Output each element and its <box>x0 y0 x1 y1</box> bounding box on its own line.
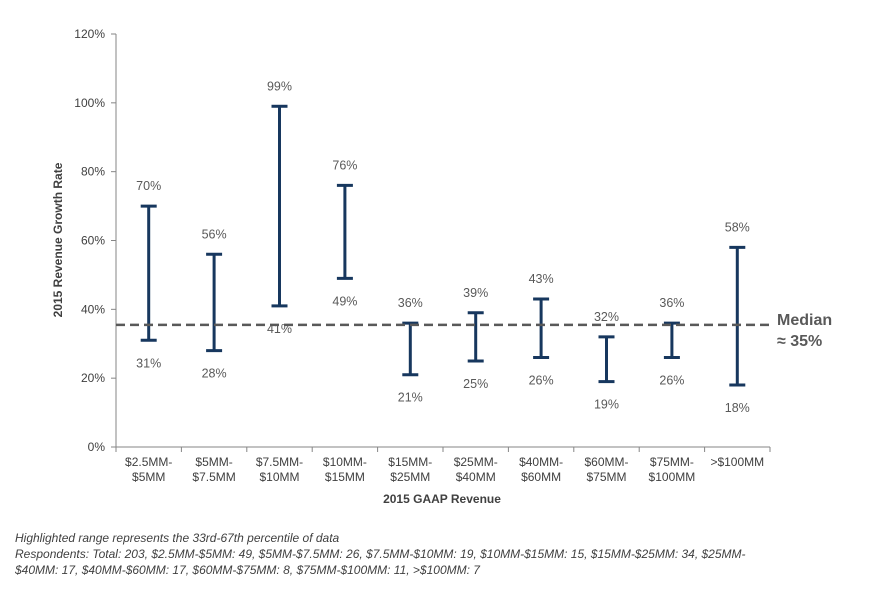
low-value-label: 31% <box>136 356 161 370</box>
low-value-label: 18% <box>725 401 750 415</box>
range-bar <box>598 335 615 384</box>
range-bar <box>271 104 288 308</box>
x-tick-label: >$100MM <box>710 455 764 469</box>
high-value-label: 58% <box>725 220 750 234</box>
y-tick-label: 20% <box>81 371 105 385</box>
x-tick-label: $5MM- <box>195 455 232 469</box>
range-bar <box>663 321 680 360</box>
median-group: Median ≈ 35% <box>116 312 832 350</box>
x-tick-label: $2.5MM- <box>125 455 172 469</box>
y-tick-label: 100% <box>74 96 105 110</box>
range-bar <box>402 321 419 377</box>
y-tick-label: 40% <box>81 302 105 316</box>
high-value-label: 56% <box>202 227 227 241</box>
x-axis-ticks: $2.5MM-$5MM $5MM-$7.5MM $7.5MM-$10MM $10MM-… <box>115 447 771 484</box>
x-tick-label: $25MM <box>390 470 430 484</box>
range-bar <box>467 311 484 363</box>
x-tick-label: $15MM <box>325 470 365 484</box>
range-bars <box>140 104 746 387</box>
x-tick-label: $60MM- <box>584 455 628 469</box>
high-value-label: 70% <box>136 179 161 193</box>
y-tick-label: 0% <box>88 440 106 454</box>
high-value-label: 36% <box>398 296 423 310</box>
median-label: Median <box>777 312 832 329</box>
x-tick-label: $7.5MM <box>192 470 235 484</box>
x-tick-label: $7.5MM- <box>256 455 303 469</box>
value-labels: 70%31%56%28%99%41%76%49% 36%21%39%25%43%2… <box>136 79 750 415</box>
low-value-label: 49% <box>332 294 357 308</box>
low-value-label: 28% <box>202 367 227 381</box>
range-chart: 0%20%40%60%80%100%120% $2.5MM-$5MM$5MM-$… <box>51 27 832 506</box>
x-tick-label: $25MM- <box>454 455 498 469</box>
x-tick-label: $60MM <box>521 470 561 484</box>
x-tick-label: $5MM <box>132 470 165 484</box>
low-value-label: 19% <box>594 398 619 412</box>
high-value-label: 39% <box>463 286 488 300</box>
x-tick-label: $100MM <box>649 470 696 484</box>
range-bar <box>336 183 353 280</box>
high-value-label: 36% <box>659 296 684 310</box>
y-tick-label: 80% <box>81 165 105 179</box>
range-bar <box>206 252 223 353</box>
low-value-label: 26% <box>529 374 554 388</box>
x-tick-label: $40MM- <box>519 455 563 469</box>
x-tick-label: $10MM <box>259 470 299 484</box>
range-bar <box>140 204 157 342</box>
x-tick-label: $75MM- <box>650 455 694 469</box>
footnote-respondents-cont: $40MM: 17, $40MM-$60MM: 17, $60MM-$75MM:… <box>15 563 480 577</box>
high-value-label: 76% <box>332 158 357 172</box>
x-tick-label: $75MM <box>586 470 626 484</box>
footnote-percentile: Highlighted range represents the 33rd-67… <box>15 531 340 545</box>
median-label: ≈ 35% <box>777 333 822 350</box>
high-value-label: 43% <box>529 272 554 286</box>
y-axis-ticks: 0% 20% 40% 60% 80% 100% 120% <box>74 27 116 454</box>
low-value-label: 21% <box>398 391 423 405</box>
high-value-label: 32% <box>594 310 619 324</box>
y-axis-title: 2015 Revenue Growth Rate <box>51 162 65 317</box>
high-value-label: 99% <box>267 79 292 93</box>
low-value-label: 25% <box>463 377 488 391</box>
range-bar <box>533 297 550 360</box>
range-bar <box>729 245 746 387</box>
footnote-respondents: Respondents: Total: 203, $2.5MM-$5MM: 49… <box>15 547 746 561</box>
x-tick-label: $15MM- <box>388 455 432 469</box>
y-tick-label: 120% <box>74 27 105 41</box>
low-value-label: 26% <box>659 374 684 388</box>
x-tick-label: $40MM <box>456 470 496 484</box>
x-tick-label: $10MM- <box>323 455 367 469</box>
y-tick-label: 60% <box>81 234 105 248</box>
x-axis-title: 2015 GAAP Revenue <box>383 492 501 506</box>
